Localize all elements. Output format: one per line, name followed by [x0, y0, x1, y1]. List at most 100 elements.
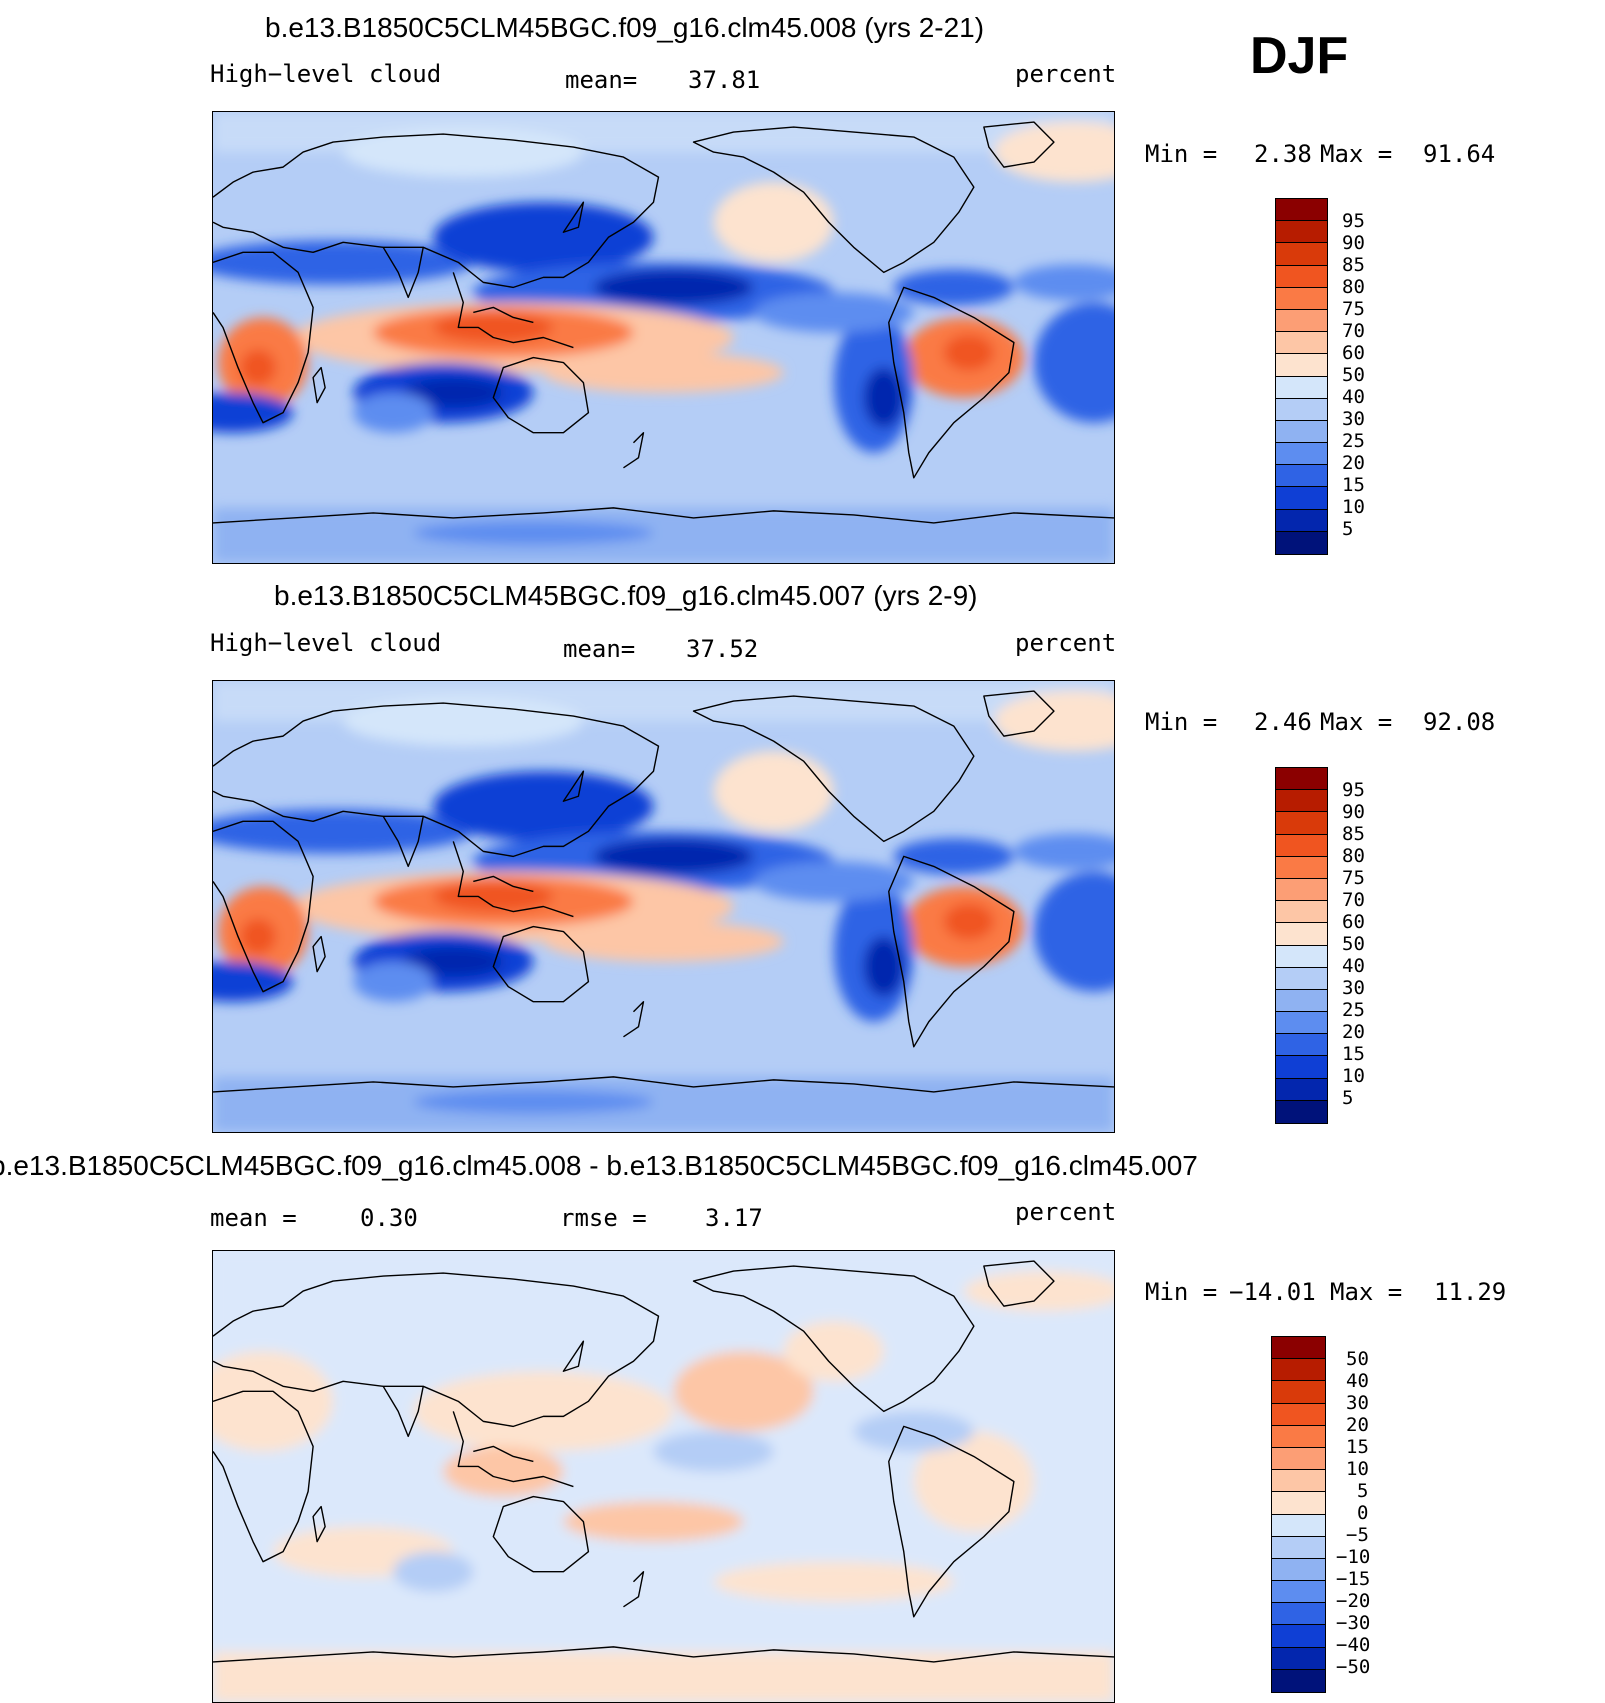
colorbar-tick-label: 10 — [1342, 1065, 1365, 1087]
colorbar-tick-label: 25 — [1342, 999, 1365, 1021]
panel-3-rmse-value: 3.17 — [705, 1204, 763, 1232]
colorbar-segment — [1276, 199, 1327, 222]
panel-1-min-value: 2.38 — [1254, 140, 1312, 168]
colorbar-tick-label: 0 — [1357, 1502, 1369, 1524]
colorbar-tick-label: 80 — [1342, 276, 1365, 298]
colorbar-tick-label: 20 — [1346, 1414, 1369, 1436]
colorbar-tick-label: 20 — [1342, 452, 1365, 474]
panel-2-max-label: Max = — [1320, 708, 1393, 736]
panel-3-mean-value: 0.30 — [360, 1204, 418, 1232]
colorbar-segment — [1276, 332, 1327, 355]
colorbar-segment — [1272, 1381, 1325, 1404]
colorbar-tick-label: 85 — [1342, 254, 1365, 276]
colorbar-segment — [1272, 1647, 1325, 1670]
colorbar-segment — [1276, 354, 1327, 377]
season-label: DJF — [1250, 27, 1349, 85]
colorbar-tick-label: 70 — [1342, 320, 1365, 342]
colorbar-tick-label: 5 — [1342, 1087, 1354, 1109]
colorbar-segment — [1276, 967, 1327, 990]
colorbar-tick-label: 95 — [1342, 779, 1365, 801]
colorbar-tick-label: −30 — [1336, 1612, 1371, 1634]
panel-3-title: b.e13.B1850C5CLM45BGC.f09_g16.clm45.008 … — [0, 1150, 1198, 1181]
colorbar-segment — [1276, 1078, 1327, 1101]
colorbar-tick-label: 75 — [1342, 298, 1365, 320]
colorbar-segment — [1276, 487, 1327, 510]
panel-3-mean-label: mean = — [210, 1204, 297, 1232]
colorbar-tick-label: 40 — [1342, 955, 1365, 977]
panel-1-mean-label: mean= — [565, 66, 638, 94]
colorbar-segment — [1276, 376, 1327, 399]
colorbar-segment — [1272, 1337, 1325, 1360]
colorbar-segment — [1276, 945, 1327, 968]
panel-1-map — [212, 111, 1115, 564]
panel-3-units-label: percent — [1015, 1198, 1117, 1226]
colorbar-segment — [1276, 509, 1327, 532]
colorbar-segment — [1276, 812, 1327, 835]
colorbar-segment — [1272, 1669, 1325, 1692]
colorbar-segment — [1276, 531, 1327, 554]
colorbar-tick-label: 30 — [1342, 408, 1365, 430]
colorbar-segment — [1276, 420, 1327, 444]
colorbar-segment — [1272, 1536, 1325, 1559]
colorbar-segment — [1276, 989, 1327, 1013]
colorbar-segment — [1276, 790, 1327, 813]
panel-2-title: b.e13.B1850C5CLM45BGC.f09_g16.clm45.007 … — [274, 580, 978, 611]
panel-3-max-label: Max = — [1330, 1278, 1403, 1306]
colorbar-segment — [1272, 1470, 1325, 1493]
colorbar-tick-label: 40 — [1342, 386, 1365, 408]
colorbar-segment — [1272, 1603, 1325, 1626]
colorbar-segment — [1272, 1492, 1325, 1515]
colorbar-segment — [1276, 265, 1327, 288]
colorbar-segment — [1276, 398, 1327, 421]
colorbar-tick-label: 30 — [1346, 1392, 1369, 1414]
colorbar-tick-label: 15 — [1342, 1043, 1365, 1065]
colorbar-tick-label: 15 — [1346, 1436, 1369, 1458]
panel-2-map — [212, 680, 1115, 1133]
colorbar-segment — [1272, 1625, 1325, 1648]
colorbar-tick-label: −50 — [1336, 1656, 1371, 1678]
colorbar-tick-label: 50 — [1342, 364, 1365, 386]
colorbar-tick-label: 90 — [1342, 801, 1365, 823]
colorbar-segment — [1272, 1447, 1325, 1471]
colorbar-segment — [1276, 834, 1327, 857]
panel-3-min-value: −14.01 — [1229, 1278, 1316, 1306]
colorbar-segment — [1272, 1425, 1325, 1448]
colorbar-segment — [1276, 1012, 1327, 1035]
panel-2-units-label: percent — [1015, 629, 1117, 657]
colorbar-segment — [1276, 768, 1327, 791]
colorbar-tick-label: 50 — [1346, 1348, 1369, 1370]
panel-1-colorbar — [1275, 198, 1328, 555]
colorbar-segment — [1276, 465, 1327, 488]
colorbar-segment — [1276, 221, 1327, 244]
panel-1-min-label: Min = — [1145, 140, 1218, 168]
colorbar-segment — [1272, 1403, 1325, 1426]
colorbar-segment — [1276, 243, 1327, 266]
panel-1-units-label: percent — [1015, 60, 1117, 88]
colorbar-tick-label: 15 — [1342, 474, 1365, 496]
colorbar-tick-label: −5 — [1346, 1524, 1369, 1546]
colorbar-segment — [1272, 1514, 1325, 1537]
colorbar-tick-label: 70 — [1342, 889, 1365, 911]
colorbar-tick-label: −10 — [1336, 1546, 1371, 1568]
colorbar-tick-label: 50 — [1342, 933, 1365, 955]
colorbar-tick-label: 90 — [1342, 232, 1365, 254]
colorbar-tick-label: −40 — [1336, 1634, 1371, 1656]
panel-3-colorbar — [1271, 1336, 1326, 1693]
panel-2-mean-label: mean= — [563, 635, 636, 663]
panel-1-max-label: Max = — [1320, 140, 1393, 168]
panel-1-max-value: 91.64 — [1423, 140, 1496, 168]
colorbar-tick-label: 60 — [1342, 342, 1365, 364]
colorbar-segment — [1276, 901, 1327, 924]
colorbar-segment — [1272, 1359, 1325, 1382]
panel-2-colorbar — [1275, 767, 1328, 1124]
panel-1-mean-value: 37.81 — [688, 66, 761, 94]
colorbar-segment — [1272, 1581, 1325, 1604]
panel-3-map — [212, 1250, 1115, 1703]
colorbar-tick-label: 30 — [1342, 977, 1365, 999]
colorbar-tick-label: 5 — [1357, 1480, 1369, 1502]
colorbar-tick-label: −20 — [1336, 1590, 1371, 1612]
colorbar-tick-label: 20 — [1342, 1021, 1365, 1043]
colorbar-tick-label: −15 — [1336, 1568, 1371, 1590]
colorbar-segment — [1276, 1034, 1327, 1057]
panel-1-title: b.e13.B1850C5CLM45BGC.f09_g16.clm45.008 … — [265, 12, 985, 43]
